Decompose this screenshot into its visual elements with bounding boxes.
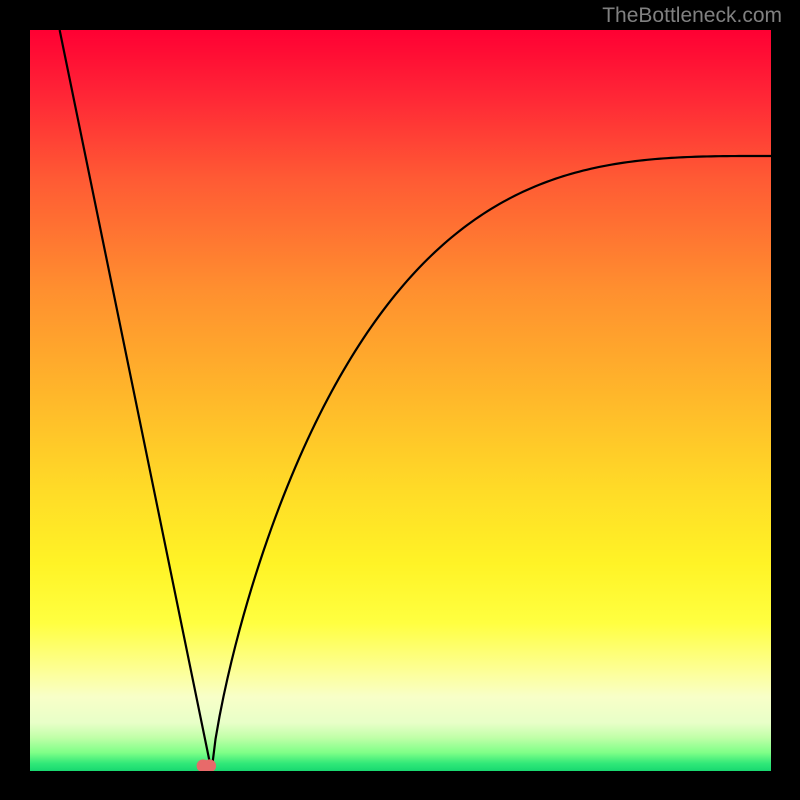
plot-area: [30, 30, 771, 771]
chart-svg: [30, 30, 771, 771]
gradient-background: [30, 30, 771, 771]
minimum-marker: [197, 759, 217, 771]
watermark-text: TheBottleneck.com: [602, 4, 782, 28]
